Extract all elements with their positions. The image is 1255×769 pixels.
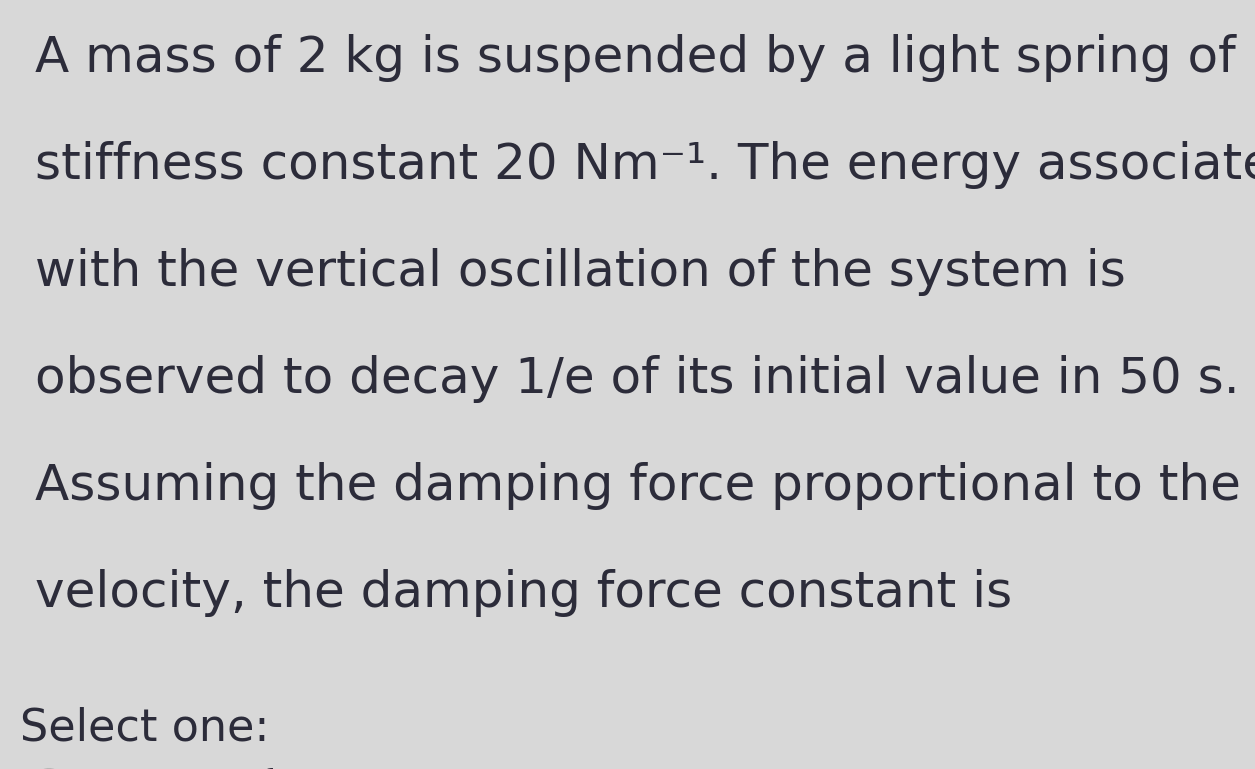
Text: observed to decay 1/e of its initial value in 50 s.: observed to decay 1/e of its initial val… [35, 355, 1240, 403]
Text: Select one:: Select one: [20, 706, 270, 749]
Text: with the vertical oscillation of the​ system is: with the vertical oscillation of the​ sy… [35, 248, 1126, 296]
Text: Assuming the damping force proportional to the: Assuming the damping force proportional … [35, 462, 1241, 510]
Text: velocity, the damping force constant is: velocity, the damping force constant is [35, 569, 1013, 617]
Text: A mass of 2 kg is suspended by a light spring of: A mass of 2 kg is suspended by a light s… [35, 34, 1236, 82]
Text: stiffness constant 20 Nm⁻¹. The energy associated: stiffness constant 20 Nm⁻¹. The energy a… [35, 141, 1255, 189]
Text: a. 0.2 Nsm⁻¹: a. 0.2 Nsm⁻¹ [85, 768, 277, 769]
